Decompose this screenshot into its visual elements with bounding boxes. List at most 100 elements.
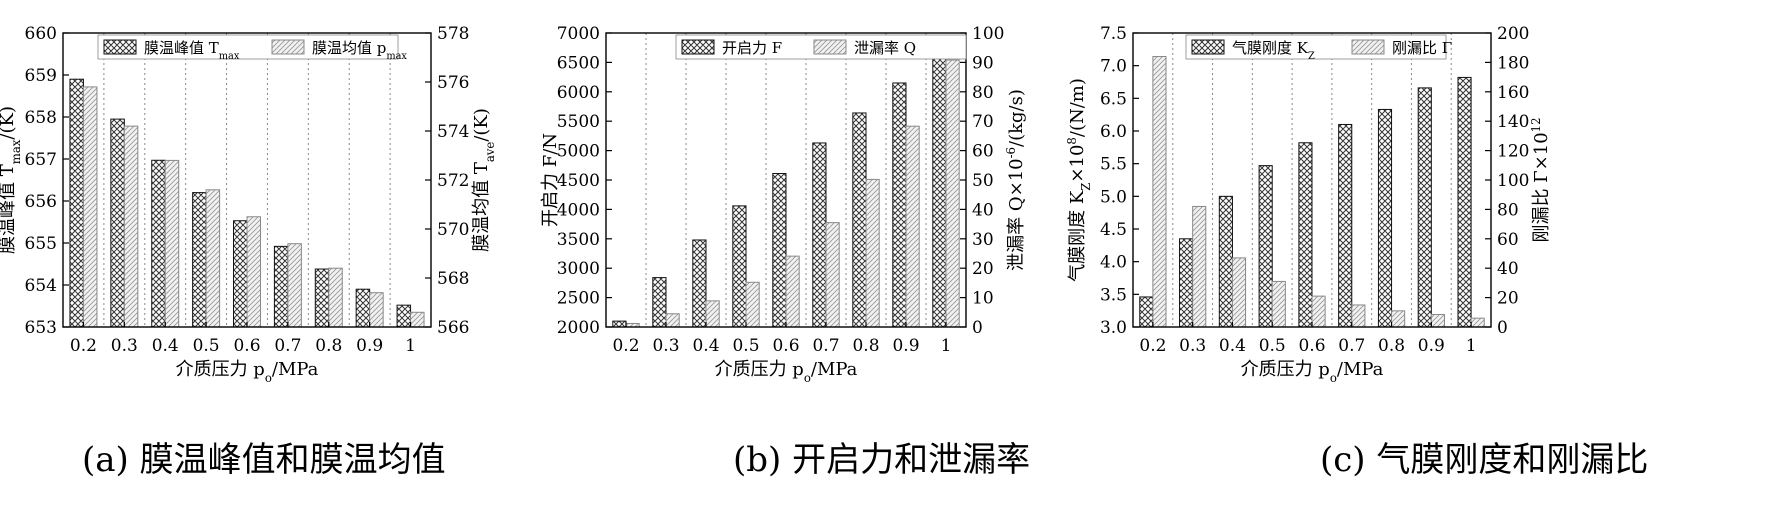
y-left-tick-label: 4.0 — [1100, 253, 1127, 273]
y-right-tick-label: 80 — [1497, 200, 1519, 220]
x-tick-label: 0.6 — [772, 336, 799, 356]
y-left-tick-label: 7000 — [557, 24, 600, 44]
bar-secondary — [246, 216, 261, 328]
bar-secondary — [825, 222, 840, 328]
chart-a-caption: (a) 膜温峰值和膜温均值 — [82, 440, 446, 480]
y-left-axis-label: 气膜刚度 KZ×108/(N/m) — [1065, 78, 1093, 282]
y-left-tick-label: 5.5 — [1100, 155, 1127, 175]
chart-b-svg: 2000 2500 3000 3500 4000 4500 5000 5500 6000 6500… — [540, 24, 1027, 385]
y-right-tick-label: 578 — [437, 24, 469, 44]
y-right-tick-label: 566 — [437, 318, 469, 338]
x-tick-label: 0.9 — [1418, 336, 1445, 356]
chart-c-plot: 3.0 3.5 4.0 4.5 5.0 5.5 6.0 6.5 7.0 7.5 0 20 40 60 80 1… — [1065, 24, 1552, 385]
bar-secondary — [1351, 304, 1366, 328]
y-left-tick-label: 5000 — [557, 142, 600, 162]
y-right-tick-label: 200 — [1497, 24, 1529, 44]
legend: 开启力 F 泄漏率 Q — [675, 34, 967, 60]
y-left-tick-label: 655 — [25, 234, 57, 254]
x-tick-label: 0.2 — [1139, 336, 1166, 356]
y-right-tick-label: 0 — [1497, 318, 1508, 338]
x-tick-label: 0.9 — [892, 336, 919, 356]
y-right-tick-label: 60 — [1497, 230, 1519, 250]
chart-b-caption: (b) 开启力和泄漏率 — [733, 440, 1031, 480]
legend-box — [1185, 34, 1447, 60]
bar-primary — [151, 159, 166, 328]
bar-secondary — [1192, 205, 1207, 328]
bar-primary — [732, 205, 747, 328]
bar-primary — [1298, 142, 1313, 328]
y-right-tick-label: 50 — [972, 171, 994, 191]
y-left-tick-label: 6.0 — [1100, 122, 1127, 142]
y-left-tick-label: 658 — [25, 108, 57, 128]
x-tick-label: 0.8 — [315, 336, 342, 356]
y-right-tick-label: 60 — [972, 142, 994, 162]
y-right-tick-label: 40 — [1497, 259, 1519, 279]
legend-label: 膜温均值 pmax — [312, 39, 407, 62]
x-tick-label: 0.2 — [612, 336, 639, 356]
bar-secondary — [705, 300, 720, 328]
bar-secondary — [945, 59, 960, 328]
bar-primary — [932, 54, 947, 328]
legend-swatch — [1351, 39, 1385, 55]
chart-a-svg: 653 654 655 656 657 658 659 660 566 568 570 572 574 5… — [0, 24, 497, 385]
y-left-axis-label: 膜温峰值 Tmax/(K) — [0, 106, 23, 254]
y-right-tick-label: 572 — [437, 171, 469, 191]
x-tick-label: 0.3 — [652, 336, 679, 356]
bar-primary — [772, 173, 787, 328]
legend-box — [97, 34, 399, 60]
y-left-tick-label: 2500 — [557, 289, 600, 309]
bar-primary — [69, 78, 84, 328]
y-right-tick-label: 90 — [972, 53, 994, 73]
y-left-tick-label: 6.5 — [1100, 89, 1127, 109]
bar-secondary — [1391, 310, 1406, 328]
bar-primary — [692, 239, 707, 328]
legend-label: 刚漏比 Γ — [1392, 39, 1452, 57]
bar-primary — [233, 220, 248, 328]
legend-swatch — [1191, 39, 1225, 55]
y-left-tick-label: 4000 — [557, 200, 600, 220]
legend-swatch — [103, 39, 137, 55]
chart-a-plot: 653 654 655 656 657 658 659 660 566 568 570 572 574 5… — [0, 24, 497, 385]
y-right-tick-label: 0 — [972, 318, 983, 338]
y-right-tick-label: 140 — [1497, 112, 1529, 132]
x-tick-label: 0.3 — [1179, 336, 1206, 356]
bar-secondary — [1231, 257, 1247, 328]
legend-swatch — [681, 39, 715, 55]
y-right-axis-label: 刚漏比 Γ×1012 — [1529, 117, 1552, 242]
y-left-tick-label: 2000 — [557, 318, 600, 338]
bar-secondary — [1470, 317, 1485, 328]
y-right-tick-label: 570 — [437, 220, 469, 240]
bar-primary — [273, 245, 289, 328]
bar-primary — [355, 288, 371, 328]
chart-panel-c: 3.0 3.5 4.0 4.5 5.0 5.5 6.0 6.5 7.0 7.5 0 20 40 60 80 1… — [1065, 0, 1775, 516]
legend: 膜温峰值 Tmax 膜温均值 pmax — [97, 34, 407, 62]
x-tick-label: 0.7 — [812, 336, 839, 356]
y-left-tick-label: 4500 — [557, 171, 600, 191]
bar-primary — [852, 112, 867, 328]
bar-primary — [314, 268, 330, 328]
bar-secondary — [1152, 56, 1167, 328]
y-left-tick-label: 654 — [25, 276, 57, 296]
y-left-tick-label: 5500 — [557, 112, 600, 132]
bar-primary — [1179, 238, 1194, 328]
y-left-tick-label: 653 — [25, 318, 57, 338]
y-left-tick-label: 656 — [25, 192, 57, 212]
x-tick-label: 0.6 — [1298, 336, 1325, 356]
bar-secondary — [665, 313, 680, 328]
bar-primary — [812, 142, 827, 328]
bar-primary — [1218, 195, 1233, 328]
x-tick-label: 1 — [941, 336, 952, 356]
bar-primary — [1417, 87, 1432, 328]
y-left-tick-label: 6500 — [557, 53, 600, 73]
bar-secondary — [287, 243, 302, 328]
chart-c-caption: (c) 气膜刚度和刚漏比 — [1320, 440, 1649, 480]
y-left-tick-label: 5.0 — [1100, 187, 1127, 207]
y-right-tick-label: 70 — [972, 112, 994, 132]
bar-secondary — [205, 189, 221, 328]
bar-secondary — [1430, 314, 1445, 328]
y-left-tick-label: 659 — [25, 66, 57, 86]
chart-panel-b: 2000 2500 3000 3500 4000 4500 5000 5500 6000 6500… — [540, 0, 1184, 516]
chart-panel-a: 653 654 655 656 657 658 659 660 566 568 570 572 574 5… — [0, 0, 592, 516]
y-left-tick-label: 3000 — [557, 259, 600, 279]
bar-secondary — [369, 292, 384, 328]
